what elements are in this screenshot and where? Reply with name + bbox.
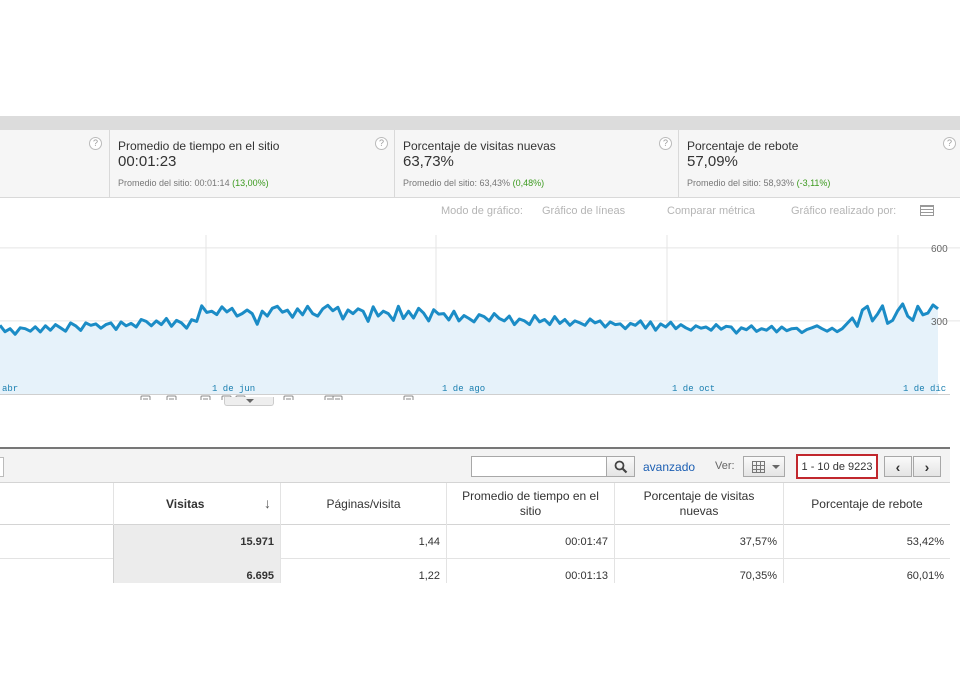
- metric-value: 57,09%: [687, 153, 738, 170]
- view-label: Ver:: [715, 460, 735, 472]
- x-tick-label: 1 de dic: [903, 384, 946, 394]
- pagination-range: 1 - 10 de 9223: [796, 454, 878, 479]
- metric-value: 63,73%: [403, 153, 454, 170]
- help-icon[interactable]: ?: [659, 137, 672, 150]
- cell-pages: 1,22: [280, 559, 446, 583]
- chart-collapse-handle[interactable]: [224, 397, 274, 406]
- metric-title: Promedio de tiempo en el sitio: [118, 139, 280, 153]
- search-icon: [614, 460, 627, 473]
- table-search-input[interactable]: [471, 456, 607, 477]
- sort-desc-icon[interactable]: ↓: [264, 495, 271, 511]
- toolbar-partial-button[interactable]: [0, 457, 4, 477]
- table-toolbar: avanzado Ver: 1 - 10 de 9223 ‹ ›: [0, 447, 950, 483]
- cell-bounce: 60,01%: [783, 559, 950, 583]
- help-icon[interactable]: ?: [89, 137, 102, 150]
- cell-visits: 6.695: [113, 559, 280, 583]
- metric-title: Porcentaje de visitas nuevas: [403, 139, 556, 153]
- data-table: avanzado Ver: 1 - 10 de 9223 ‹ › Visitas…: [0, 447, 950, 583]
- cell-bounce: 53,42%: [783, 525, 950, 559]
- x-tick-label: 1 de oct: [672, 384, 715, 394]
- search-button[interactable]: [606, 456, 635, 477]
- metric-new-visits[interactable]: Porcentaje de visitas nuevas 63,73% Prom…: [394, 130, 678, 198]
- compare-metric-link[interactable]: Comparar métrica: [667, 205, 756, 217]
- chart-mode-select[interactable]: Gráfico de líneas: [542, 205, 626, 217]
- metric-bounce-rate[interactable]: Porcentaje de rebote 57,09% Promedio del…: [678, 130, 960, 198]
- metric-site-average: Promedio del sitio: 58,93% (-3,11%): [687, 178, 831, 188]
- grid-view-icon: [752, 461, 765, 473]
- table-row[interactable]: 6.695 1,22 00:01:13 70,35% 60,01%: [0, 559, 950, 583]
- help-icon[interactable]: ?: [943, 137, 956, 150]
- metric-value: 00:01:23: [118, 153, 177, 170]
- y-tick-label: 600: [931, 244, 948, 255]
- header-dimension: [0, 483, 113, 525]
- top-bar-strip: [0, 116, 960, 130]
- header-visits[interactable]: Visitas: [113, 483, 280, 525]
- cell-avg-time: 00:01:13: [446, 559, 614, 583]
- header-bounce-rate[interactable]: Porcentaje de rebote: [783, 483, 950, 525]
- cell-new-visits: 37,57%: [614, 525, 783, 559]
- next-page-button[interactable]: ›: [913, 456, 941, 477]
- series-line: [0, 302, 939, 336]
- cell-dimension: [0, 525, 113, 559]
- prev-page-button[interactable]: ‹: [884, 456, 912, 477]
- chevron-down-icon: [772, 465, 780, 469]
- x-tick-label: 1 de ago: [442, 384, 485, 394]
- cell-new-visits: 70,35%: [614, 559, 783, 583]
- visits-line-chart: 600 300 abr 1 de jun 1 de ago 1 de oct 1 de di…: [0, 235, 960, 400]
- chart-mode-label: Modo de gráfico:: [441, 205, 523, 217]
- chart-options-icon[interactable]: [920, 205, 934, 216]
- metric-partial: ?: [0, 130, 109, 198]
- cell-pages: 1,44: [280, 525, 446, 559]
- table-row[interactable]: 15.971 1,44 00:01:47 37,57% 53,42%: [0, 525, 950, 559]
- view-selector[interactable]: [743, 456, 785, 477]
- cell-visits: 15.971: [113, 525, 280, 559]
- metric-site-average: Promedio del sitio: 00:01:14 (13,00%): [118, 178, 269, 188]
- y-tick-label: 300: [931, 317, 948, 328]
- cell-avg-time: 00:01:47: [446, 525, 614, 559]
- series-area: [0, 303, 938, 394]
- header-pages-per-visit[interactable]: Páginas/visita: [280, 483, 446, 525]
- x-tick-label: 1 de jun: [212, 384, 255, 394]
- metric-avg-time[interactable]: Promedio de tiempo en el sitio 00:01:23 …: [109, 130, 394, 198]
- metrics-summary: ? Promedio de tiempo en el sitio 00:01:2…: [0, 130, 960, 198]
- table-header: Visitas ↓ Páginas/visita Promedio de tie…: [0, 483, 950, 525]
- metric-title: Porcentaje de rebote: [687, 139, 799, 153]
- help-icon[interactable]: ?: [375, 137, 388, 150]
- advanced-filter-link[interactable]: avanzado: [643, 460, 696, 474]
- header-new-visits[interactable]: Porcentaje de visitas nuevas: [614, 483, 783, 525]
- metric-site-average: Promedio del sitio: 63,43% (0,48%): [403, 178, 545, 188]
- header-avg-time[interactable]: Promedio de tiempo en el sitio: [446, 483, 614, 525]
- chart-made-by-label: Gráfico realizado por:: [791, 205, 897, 217]
- x-tick-label: abr: [2, 384, 18, 394]
- cell-dimension: [0, 559, 113, 583]
